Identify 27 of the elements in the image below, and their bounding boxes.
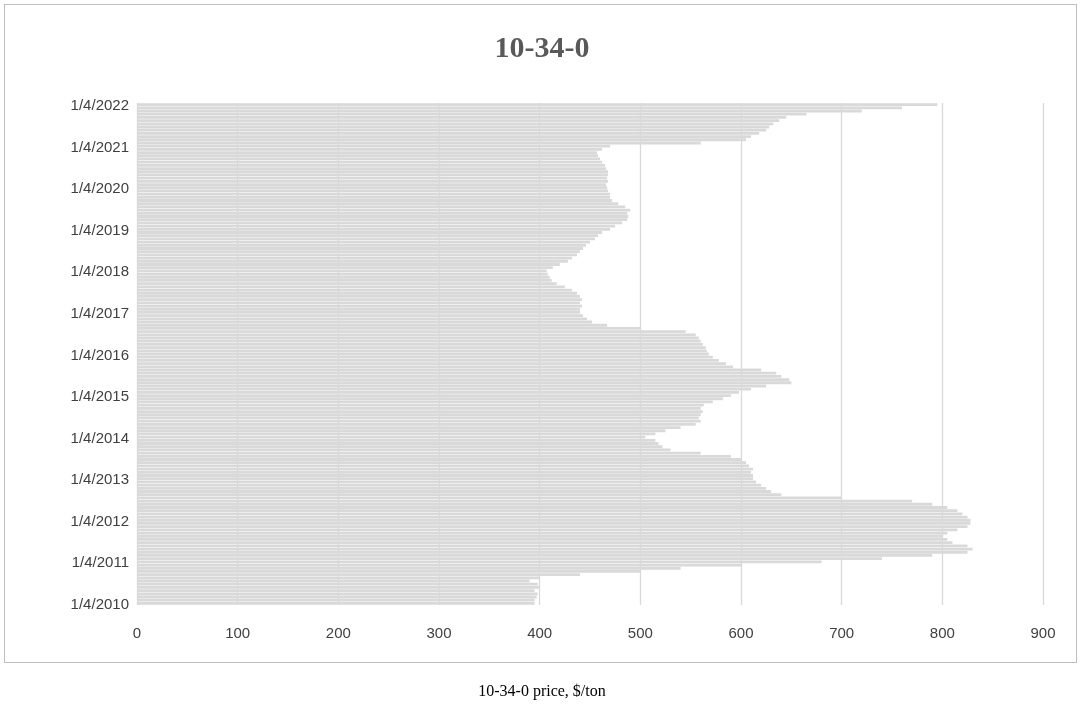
y-tick-label: 1/4/2015 [70,387,129,405]
x-tick-label: 0 [132,624,142,641]
x-tick-label: 200 [325,624,351,641]
bar [137,103,938,107]
bar [137,601,535,605]
y-tick-label: 1/4/2013 [70,470,129,488]
y-tick-label: 1/4/2022 [70,96,129,114]
x-tick-label: 100 [225,624,251,641]
y-tick-label: 1/4/2016 [70,345,129,363]
y-tick-label: 1/4/2020 [70,179,129,197]
x-tick-label: 700 [829,624,855,641]
y-tick-label: 1/4/2018 [70,262,129,280]
y-tick-label: 1/4/2011 [71,553,129,571]
y-tick-label: 1/4/2012 [70,511,129,529]
x-tick-label: 500 [627,624,653,641]
y-tick-label: 1/4/2019 [70,220,129,238]
x-tick-label: 600 [728,624,754,641]
x-tick-label: 800 [929,624,955,641]
chart-title: 10-34-0 [494,29,590,63]
x-tick-label: 300 [426,624,452,641]
x-tick-label: 900 [1030,624,1056,641]
y-tick-label: 1/4/2021 [70,137,129,155]
y-tick-label: 1/4/2014 [70,428,129,446]
y-tick-label: 1/4/2010 [70,594,129,612]
y-tick-label: 1/4/2017 [70,303,129,321]
x-axis-title: 10-34-0 price, $/ton [478,681,606,700]
x-tick-label: 400 [527,624,553,641]
